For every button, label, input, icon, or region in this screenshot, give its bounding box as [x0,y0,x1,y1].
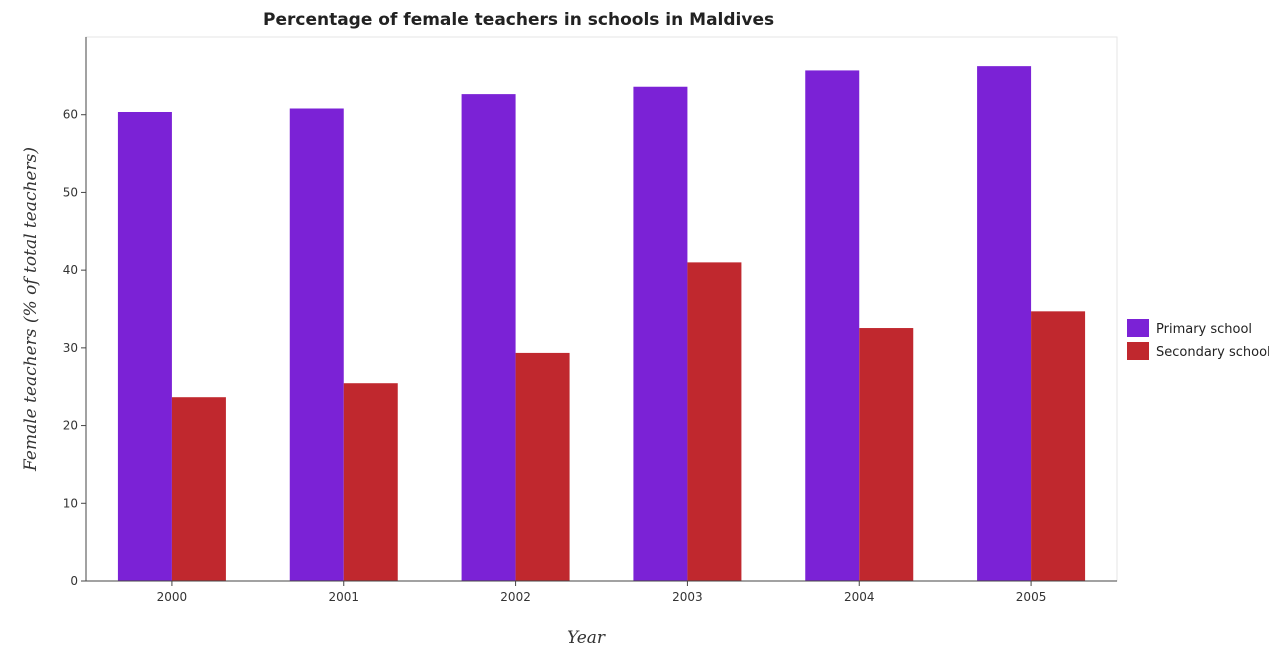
y-tick-label: 60 [63,108,78,122]
bar-secondary-school [343,383,398,581]
x-tick-label: 2004 [844,590,875,604]
x-tick-label: 2003 [672,590,703,604]
bar-primary-school [633,86,688,581]
x-tick-label: 2002 [500,590,531,604]
chart-title: Percentage of female teachers in schools… [263,10,774,30]
legend-label: Secondary school [1156,345,1269,360]
y-tick-label: 0 [70,574,78,588]
legend-label: Primary school [1156,322,1252,337]
x-axis: 2000 2001 2002 2003 2004 2005 [86,580,1117,604]
x-tick-label: 2001 [328,590,359,604]
bar-primary-school [977,66,1032,581]
bar-primary-school [805,70,860,581]
bar-primary-school [289,108,344,582]
y-axis-label: Female teachers (% of total teachers) [21,147,41,472]
y-tick-label: 30 [63,341,78,355]
x-axis-label: Year [567,628,606,648]
x-tick-label: 2005 [1016,590,1047,604]
y-tick-label: 10 [63,496,78,510]
y-tick-label: 20 [63,419,78,433]
y-axis: 0 10 20 30 40 50 60 [63,37,87,588]
plot-area [85,36,1118,582]
bar-primary-school [461,94,516,582]
y-tick-label: 50 [63,185,78,199]
bar-secondary-school [1031,311,1086,581]
y-tick-label: 40 [63,263,78,277]
bar-secondary-school [687,262,742,581]
bar-secondary-school [859,328,914,581]
x-tick-label: 2000 [157,590,188,604]
bar-secondary-school [515,352,570,581]
legend-swatch [1127,319,1149,337]
legend-swatch [1127,342,1149,360]
bars-group [117,66,1086,582]
legend: Primary school Secondary school [1127,319,1269,360]
bar-primary-school [117,111,172,581]
bar-secondary-school [171,397,226,581]
